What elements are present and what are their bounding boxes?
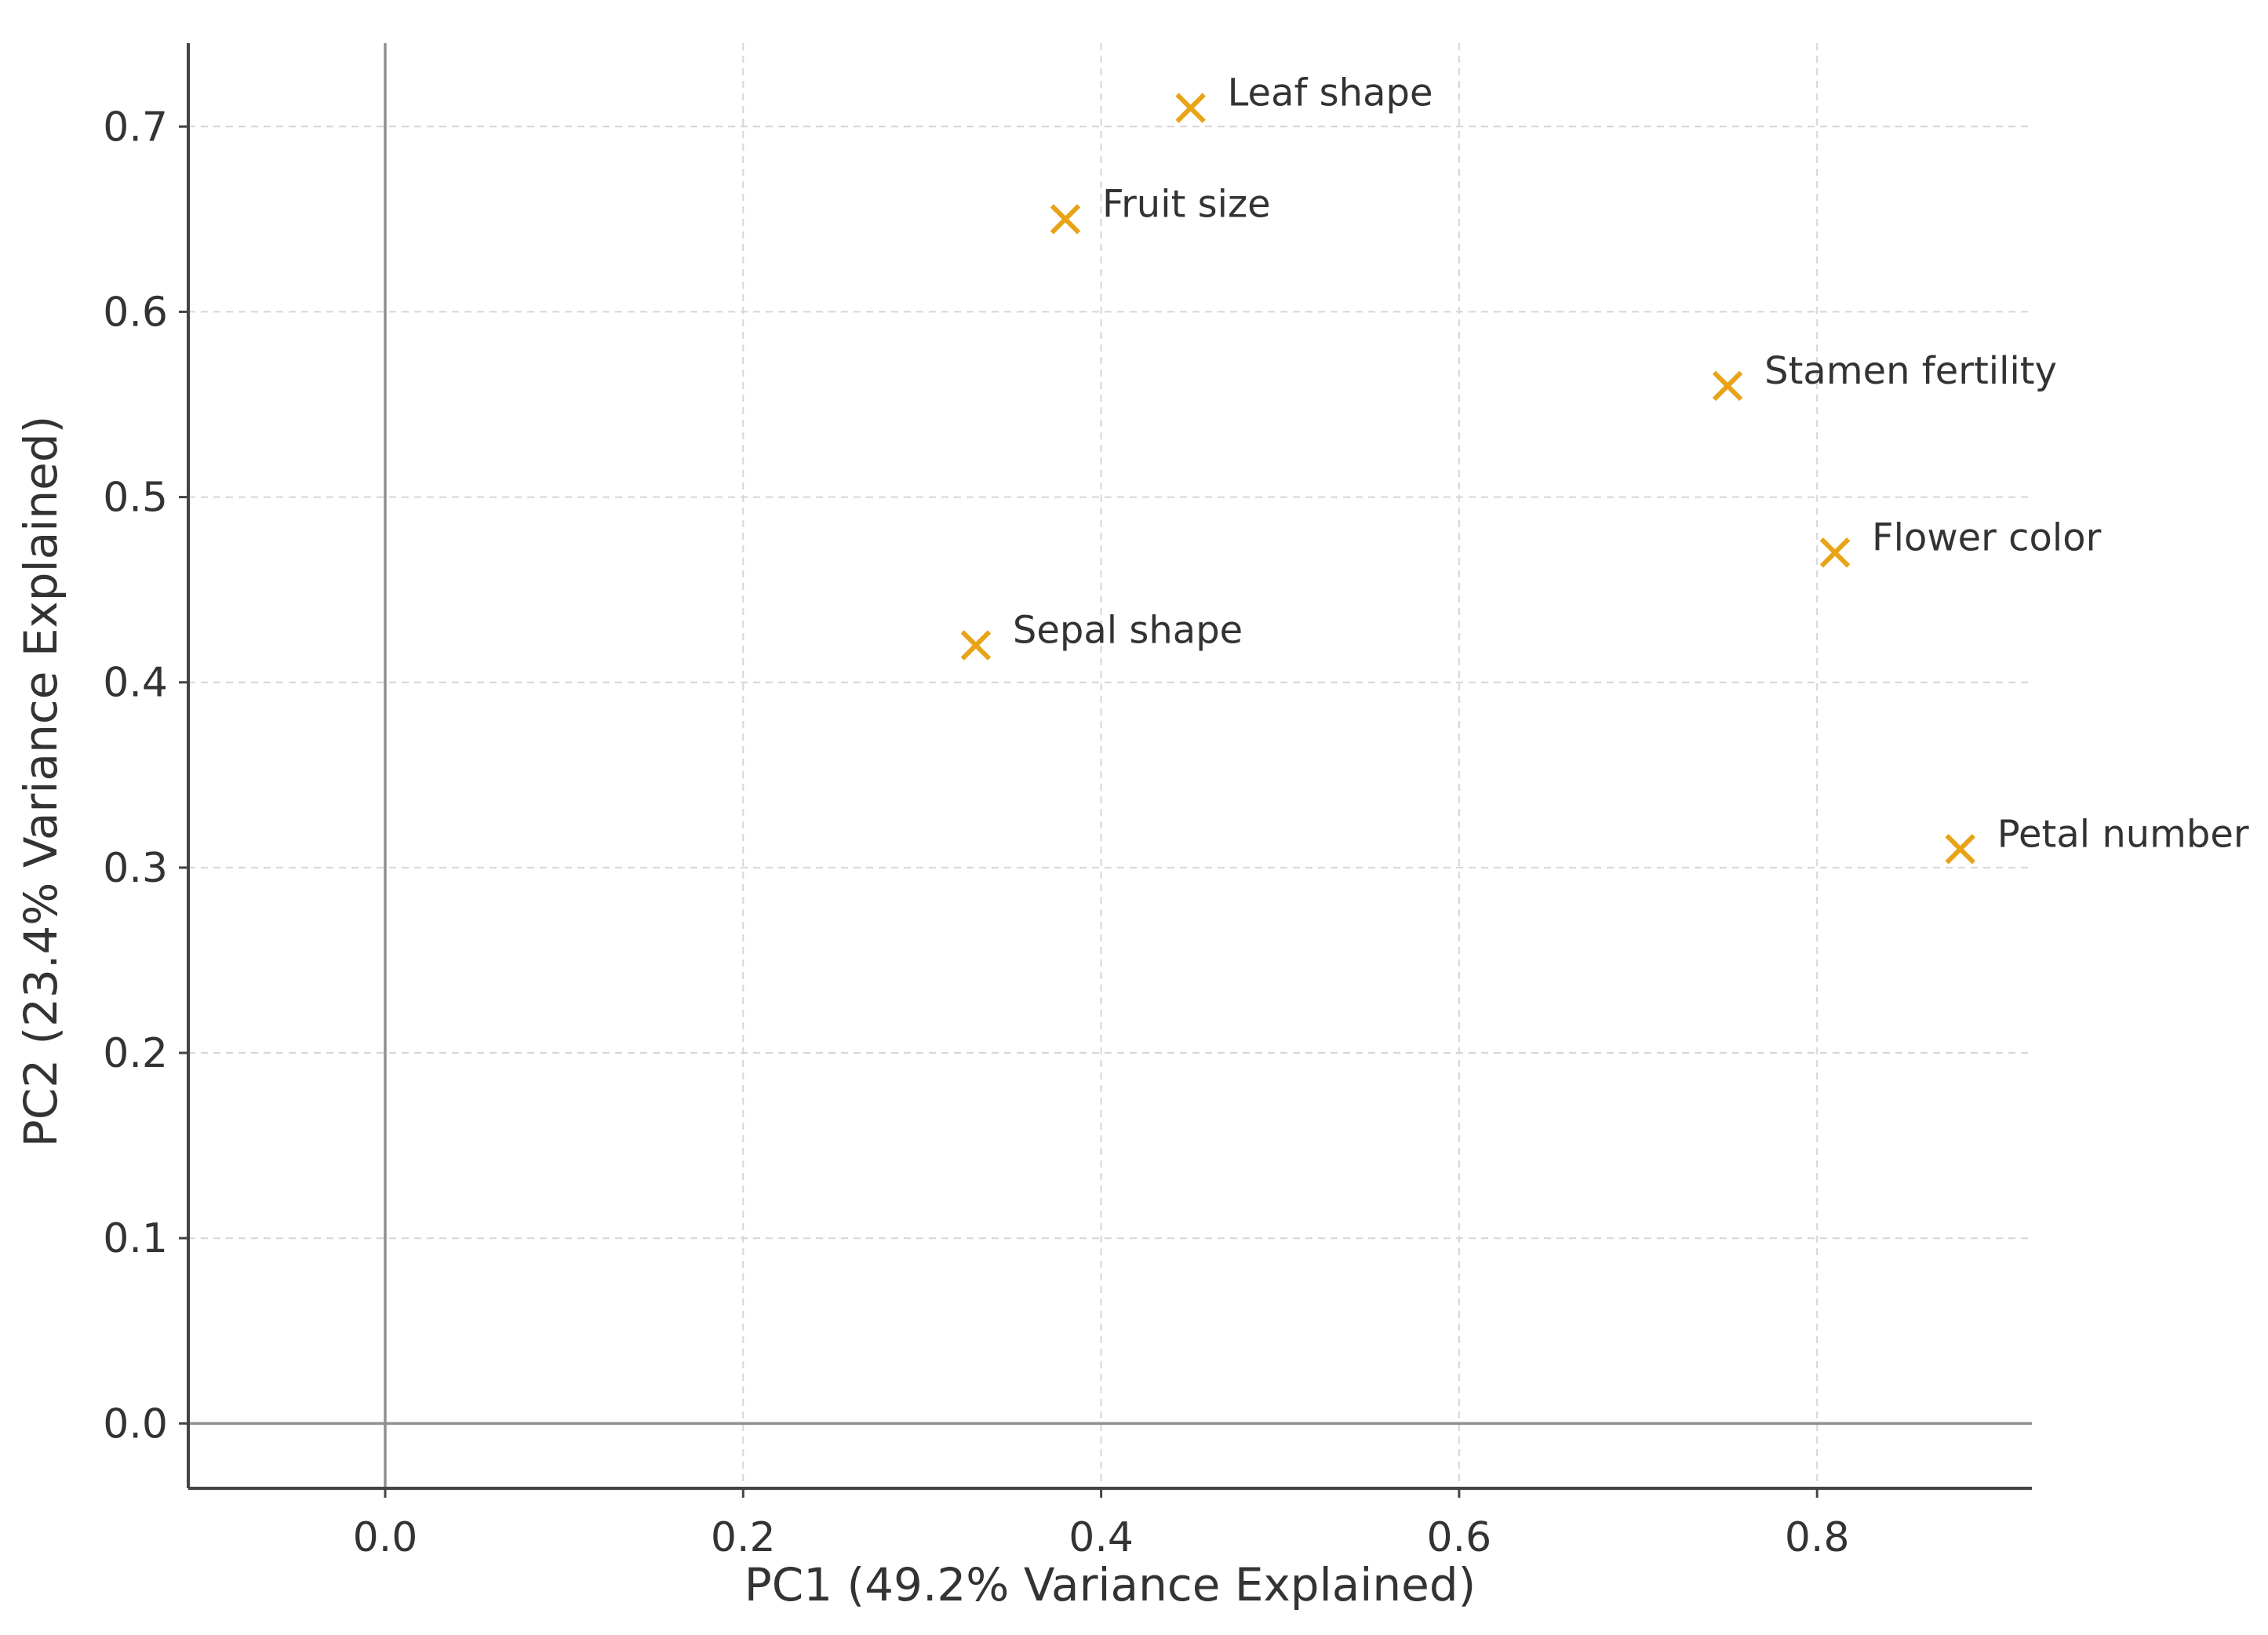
x-marker bbox=[1050, 204, 1081, 235]
data-point: Fruit size bbox=[1050, 182, 1271, 235]
grid-lines bbox=[188, 43, 2032, 1488]
x-axis-title: PC1 (49.2% Variance Explained) bbox=[744, 1558, 1476, 1611]
y-tick-label: 0.1 bbox=[103, 1215, 168, 1262]
zero-reference-lines bbox=[188, 43, 2032, 1488]
y-tick-label: 0.3 bbox=[103, 845, 168, 892]
data-point: Stamen fertility bbox=[1712, 349, 2057, 402]
axes-spines bbox=[187, 43, 2032, 1490]
x-marker bbox=[1175, 93, 1206, 123]
y-axis-ticks: 0.0 0.1 0.2 0.3 0.4 0.5 0.6 0.7 bbox=[103, 104, 188, 1447]
point-label: Sepal shape bbox=[1013, 609, 1243, 653]
y-axis-title: PC2 (23.4% Variance Explained) bbox=[14, 416, 67, 1148]
y-tick-label: 0.5 bbox=[103, 475, 168, 522]
y-tick-label: 0.4 bbox=[103, 660, 168, 707]
x-tick-label: 0.6 bbox=[1427, 1514, 1492, 1561]
x-tick-label: 0.4 bbox=[1068, 1514, 1134, 1561]
x-axis-ticks: 0.0 0.2 0.4 0.6 0.8 bbox=[353, 1488, 1850, 1561]
y-tick-label: 0.6 bbox=[103, 289, 168, 336]
data-point: Leaf shape bbox=[1175, 71, 1433, 123]
y-tick-label: 0.2 bbox=[103, 1030, 168, 1077]
point-label: Flower color bbox=[1872, 515, 2102, 559]
point-label: Fruit size bbox=[1102, 182, 1271, 226]
y-tick-label: 0.0 bbox=[103, 1400, 168, 1447]
x-marker bbox=[1712, 370, 1743, 402]
data-point: Sepal shape bbox=[960, 609, 1243, 661]
x-marker bbox=[1945, 834, 1975, 865]
x-marker bbox=[1819, 537, 1851, 568]
data-point: Petal number bbox=[1945, 812, 2249, 865]
data-points: Leaf shape Fruit size Stamen fertility Flow… bbox=[960, 71, 2249, 865]
point-label: Petal number bbox=[1997, 812, 2249, 856]
y-tick-label: 0.7 bbox=[103, 104, 168, 151]
x-tick-label: 0.0 bbox=[353, 1514, 418, 1561]
x-marker bbox=[960, 630, 992, 661]
x-tick-label: 0.2 bbox=[711, 1514, 776, 1561]
x-tick-label: 0.8 bbox=[1785, 1514, 1850, 1561]
point-label: Leaf shape bbox=[1228, 71, 1433, 115]
point-label: Stamen fertility bbox=[1764, 349, 2057, 393]
data-point: Flower color bbox=[1819, 515, 2102, 568]
